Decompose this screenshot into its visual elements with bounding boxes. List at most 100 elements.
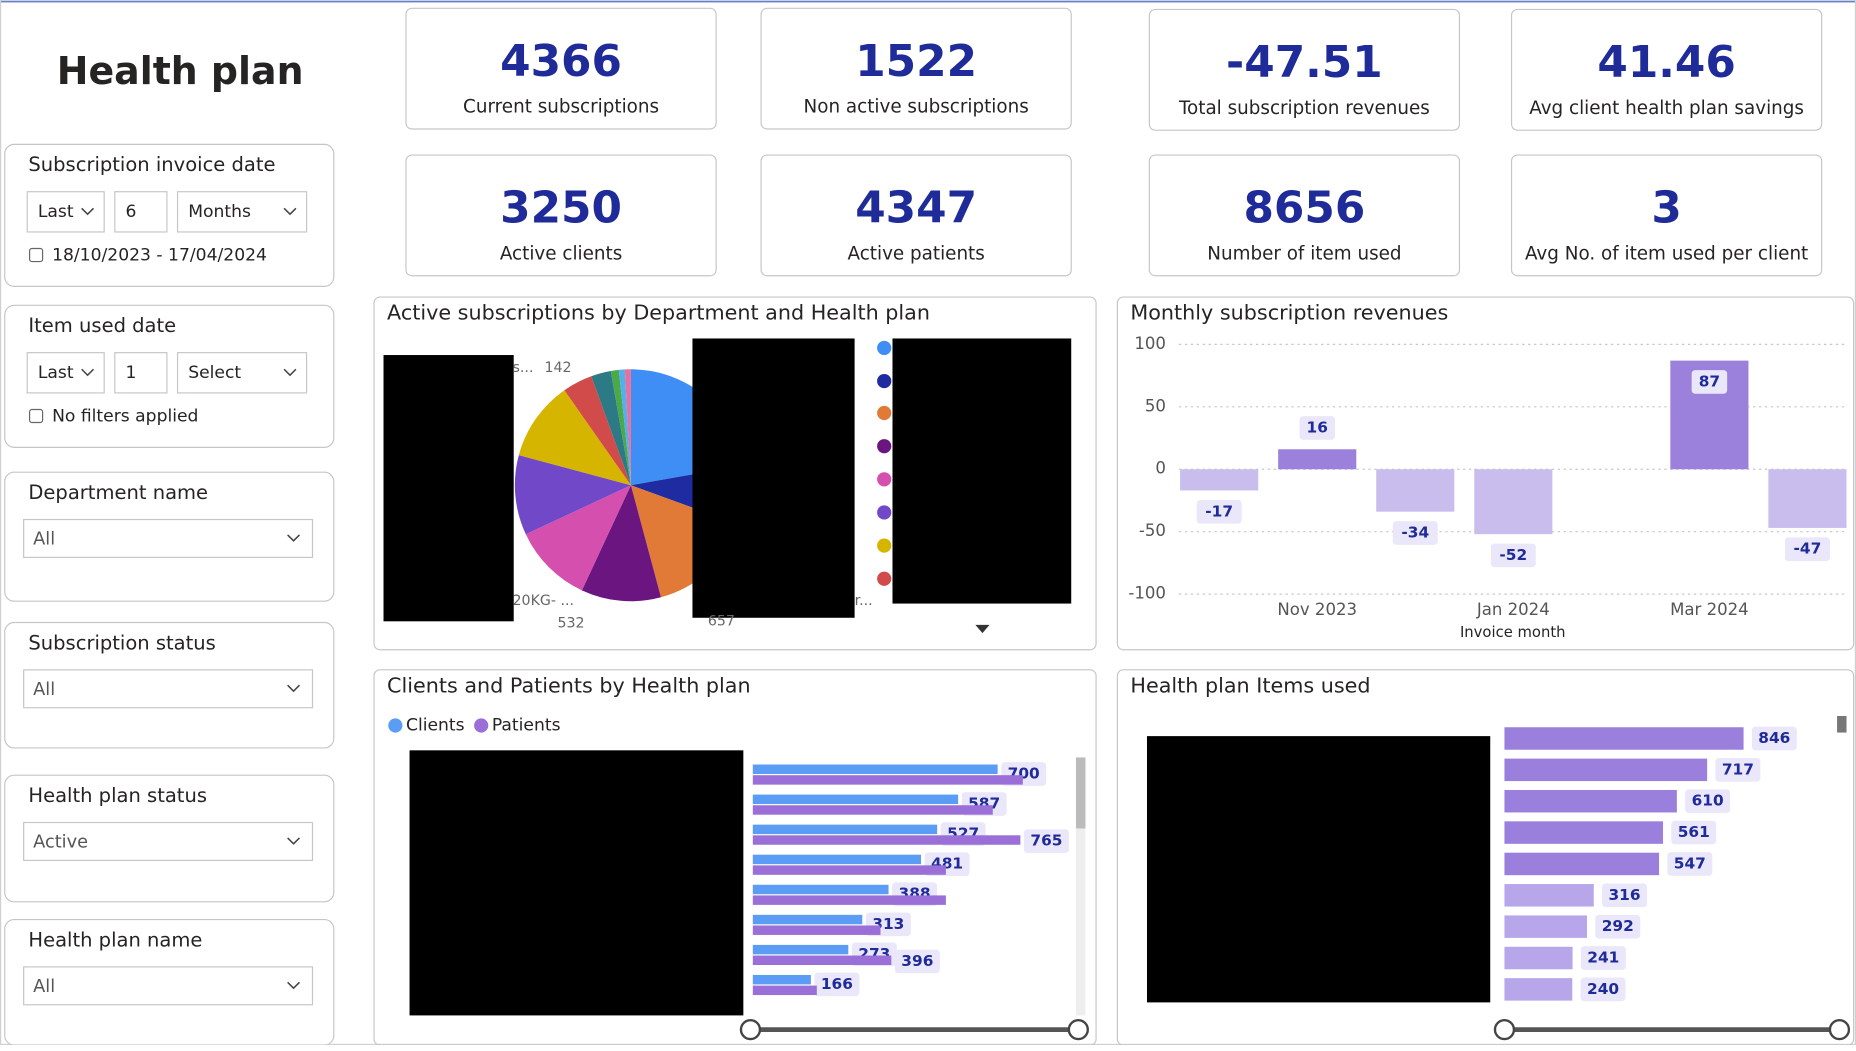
data-label: 166 — [821, 975, 853, 993]
bar — [752, 794, 959, 805]
slicer-dropdown[interactable] — [23, 966, 314, 1006]
y-tick-label: 100 — [1134, 334, 1166, 353]
pie-slice — [610, 369, 631, 486]
scrollbar-thumb[interactable] — [1837, 715, 1847, 733]
bar — [752, 835, 1021, 845]
slicer-title: Subscription status — [28, 631, 215, 654]
slicer-title: Subscription invoice date — [28, 153, 275, 176]
kpi-card — [405, 7, 717, 130]
scrollbar-thumb[interactable] — [1075, 757, 1086, 829]
slicer-title: Department name — [28, 481, 208, 504]
slicer-dropdown[interactable] — [23, 518, 314, 559]
kpi-value: 4366 — [500, 36, 622, 87]
slicer-dropdown[interactable] — [23, 669, 314, 709]
kpi-value: 4347 — [855, 183, 977, 234]
kpi-card — [1510, 8, 1823, 131]
zoom-handle[interactable] — [1493, 1018, 1516, 1041]
chevron — [283, 207, 297, 216]
bar — [1180, 469, 1259, 491]
bar — [1504, 978, 1573, 1001]
bar — [752, 805, 993, 815]
slicer-control[interactable] — [176, 352, 308, 394]
bar — [752, 925, 881, 935]
legend-dot — [877, 472, 892, 487]
pie-slice — [525, 485, 631, 591]
page-title: Health plan — [57, 49, 304, 93]
scrollbar[interactable] — [1075, 757, 1086, 1016]
slicer-control-text: Last — [38, 363, 74, 383]
pie-slice — [618, 369, 631, 486]
bar — [1504, 789, 1677, 813]
kpi-label: Active patients — [848, 243, 985, 264]
kpi-value: 1522 — [855, 36, 977, 87]
bar — [1504, 727, 1744, 750]
chart-title: Health plan Items used — [1130, 673, 1370, 697]
data-label-bg — [1490, 543, 1536, 568]
data-label-bg — [1595, 914, 1641, 939]
slicer-control-text: Select — [188, 363, 241, 383]
chart-title: Monthly subscription revenues — [1130, 301, 1448, 325]
legend-dot — [877, 373, 892, 389]
data-label: 87 — [1699, 372, 1720, 390]
kpi-label: Current subscriptions — [463, 97, 659, 118]
slicer-control[interactable] — [26, 191, 105, 233]
zoom-handle[interactable] — [1828, 1018, 1851, 1041]
pie — [383, 338, 1072, 634]
bar — [1278, 449, 1357, 470]
legend-scroll-arrow[interactable] — [975, 624, 990, 634]
kpi-label: Avg No. of item used per client — [1525, 243, 1808, 264]
legend-dot — [877, 538, 892, 553]
kpi-value: 3250 — [500, 183, 622, 234]
data-label: 240 — [1587, 980, 1619, 998]
pie-slice — [591, 371, 631, 486]
data-label-bg — [1602, 883, 1648, 908]
kpi-value: -47.51 — [1226, 37, 1383, 88]
bar — [752, 854, 922, 865]
slicer — [4, 304, 335, 448]
legend-label: Clients — [406, 715, 465, 735]
bar — [752, 884, 889, 895]
slicer-control[interactable] — [26, 352, 105, 394]
slicer-control[interactable] — [114, 191, 168, 233]
slicer-value: Active — [33, 833, 88, 853]
x-tick-label: Mar 2024 — [1670, 600, 1749, 619]
data-label: 396 — [901, 952, 933, 970]
chevron — [287, 684, 301, 693]
data-label-bg — [1580, 977, 1626, 1002]
bar — [1376, 469, 1455, 512]
slicer-value: All — [33, 530, 55, 550]
kpi-card — [1510, 154, 1823, 277]
kpi-value: 41.46 — [1597, 37, 1735, 88]
slicer-control-text: 1 — [125, 363, 136, 383]
data-label: 717 — [1722, 760, 1754, 778]
redaction — [383, 355, 514, 622]
bar — [752, 985, 817, 996]
slicer-control[interactable] — [114, 352, 168, 394]
legend-dot — [877, 571, 892, 586]
bar — [1504, 852, 1660, 876]
legend-dot — [877, 405, 892, 421]
kpi-label: Active clients — [500, 243, 622, 264]
pie-callout-label: r... — [855, 593, 873, 609]
bar — [1768, 469, 1847, 528]
bar — [752, 974, 811, 985]
slicer-control[interactable] — [176, 191, 308, 233]
y-tick-label: -100 — [1128, 584, 1166, 603]
y-tick-label: -50 — [1139, 521, 1166, 540]
chart-title: Active subscriptions by Department and H… — [387, 301, 930, 325]
slicer-value: All — [33, 977, 55, 997]
data-label: 16 — [1307, 418, 1328, 436]
zoom-handle[interactable] — [739, 1018, 762, 1041]
zoom-handle[interactable] — [1067, 1018, 1089, 1041]
bar — [752, 764, 998, 774]
slicer-range: 18/10/2023 - 17/04/2024 — [52, 246, 267, 266]
kpi-label: Non active subscriptions — [804, 97, 1029, 118]
data-label: 292 — [1602, 917, 1634, 935]
kpi-card — [1148, 8, 1461, 131]
y-tick-label: 50 — [1145, 396, 1166, 415]
slicer-dropdown[interactable] — [23, 821, 314, 861]
bar — [752, 775, 1023, 785]
kpi-value: 3 — [1651, 183, 1681, 234]
pie-slice — [624, 369, 631, 486]
